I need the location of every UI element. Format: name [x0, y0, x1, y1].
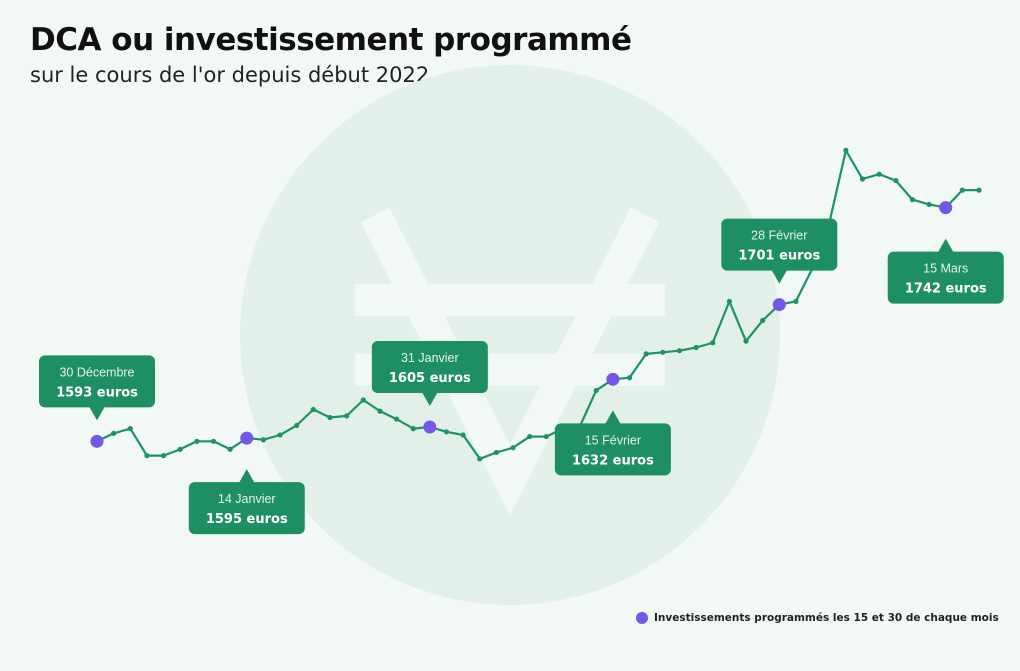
- data-point: [876, 171, 882, 177]
- markers-layer: [90, 201, 953, 448]
- data-point: [793, 298, 799, 305]
- callout-2: 14 Janvier 1595 euros: [188, 469, 305, 535]
- callout-date: 15 Février: [585, 433, 641, 447]
- data-point: [643, 351, 649, 357]
- data-point: [543, 433, 549, 440]
- data-point: [410, 426, 416, 432]
- data-point: [443, 429, 450, 435]
- callout-5: 28 Février 1701 euros: [721, 218, 838, 284]
- data-point: [493, 449, 499, 456]
- investment-marker: [772, 298, 786, 312]
- data-point: [859, 176, 866, 182]
- data-point: [926, 201, 932, 208]
- data-point: [160, 453, 167, 459]
- callout-box: [721, 218, 838, 271]
- data-point: [277, 432, 283, 438]
- data-point: [893, 177, 899, 184]
- investment-marker: [90, 434, 104, 448]
- callout-box: [887, 251, 1004, 304]
- data-point: [377, 408, 383, 414]
- investment-marker: [240, 431, 254, 445]
- chart-subtitle: sur le cours de l'or depuis début 2022: [30, 63, 430, 87]
- legend-marker-dot: [636, 612, 648, 624]
- callout-value: 1701 euros: [738, 249, 820, 264]
- data-point: [593, 387, 599, 394]
- callout-box: [554, 423, 671, 476]
- callout-pointer: [604, 410, 621, 425]
- data-point: [393, 416, 400, 422]
- data-point: [527, 433, 533, 440]
- data-point: [327, 414, 333, 421]
- callout-4: 15 Février 1632 euros: [554, 410, 671, 476]
- data-point: [710, 340, 716, 346]
- data-point: [127, 426, 133, 432]
- data-point: [460, 432, 466, 438]
- data-point: [510, 445, 516, 451]
- data-point: [626, 375, 633, 381]
- data-point: [959, 187, 965, 193]
- legend-label: Investissements programmés les 15 et 30 …: [654, 612, 999, 624]
- callout-pointer: [771, 269, 788, 284]
- callout-value: 1605 euros: [389, 371, 471, 386]
- callout-pointer: [421, 392, 438, 407]
- callout-pointer: [937, 238, 954, 253]
- data-point: [344, 413, 350, 419]
- data-point: [227, 446, 233, 452]
- callout-box: [39, 355, 155, 408]
- callout-date: 15 Mars: [923, 262, 968, 276]
- callout-value: 1593 euros: [56, 385, 138, 400]
- callout-3: 31 Janvier 1605 euros: [371, 341, 488, 407]
- investment-marker: [606, 372, 620, 386]
- callout-date: 30 Décembre: [59, 365, 134, 379]
- watermark-circle: [240, 65, 780, 605]
- callout-value: 1632 euros: [572, 453, 654, 468]
- callout-date: 31 Janvier: [401, 351, 459, 365]
- data-point: [976, 187, 982, 193]
- investment-marker: [423, 420, 437, 434]
- data-point: [693, 344, 699, 351]
- callout-box: [371, 341, 488, 394]
- callout-pointer: [89, 406, 105, 421]
- data-point: [676, 348, 683, 354]
- data-point: [210, 438, 217, 444]
- data-point: [909, 197, 916, 203]
- callout-value: 1595 euros: [206, 512, 288, 527]
- callout-1: 30 Décembre 1593 euros: [39, 355, 155, 421]
- data-point: [843, 147, 849, 153]
- data-point: [726, 298, 732, 305]
- callout-value: 1742 euros: [905, 282, 987, 297]
- callout-box: [188, 482, 305, 535]
- data-point: [310, 406, 316, 413]
- legend: Investissements programmés les 15 et 30 …: [636, 612, 999, 624]
- data-point: [144, 453, 150, 459]
- data-point: [194, 438, 200, 444]
- data-point: [743, 338, 749, 344]
- watermark-currency-logo: [240, 65, 780, 605]
- data-point: [260, 437, 267, 443]
- data-point: [660, 349, 666, 355]
- data-point: [477, 456, 483, 462]
- data-point: [360, 397, 366, 403]
- investment-marker: [939, 201, 953, 215]
- data-point: [760, 317, 766, 324]
- callout-pointer: [238, 469, 255, 484]
- callout-6: 15 Mars 1742 euros: [887, 238, 1004, 304]
- callouts-layer: 30 Décembre 1593 euros 14 Janvier 1595 euro…: [39, 218, 1004, 535]
- data-point: [177, 446, 183, 452]
- chart-title: DCA ou investissement programmé: [30, 22, 632, 58]
- callout-date: 28 Février: [751, 229, 807, 243]
- data-point: [294, 422, 300, 429]
- callout-date: 14 Janvier: [218, 492, 276, 506]
- data-point: [111, 430, 117, 436]
